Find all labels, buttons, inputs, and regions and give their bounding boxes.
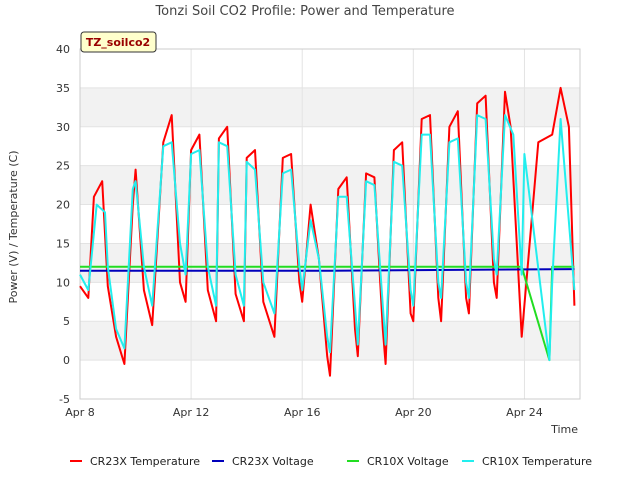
series-line-1 xyxy=(80,268,575,272)
y-tick-label: 10 xyxy=(56,276,70,289)
x-tick-label: Apr 24 xyxy=(506,406,543,419)
site-label-text: TZ_soilco2 xyxy=(86,36,150,49)
legend-label: CR10X Voltage xyxy=(367,455,449,468)
y-axis-label: Power (V) / Temperature (C) xyxy=(7,150,20,303)
plot-band xyxy=(80,87,580,127)
x-tick-label: Apr 20 xyxy=(395,406,432,419)
series-lines xyxy=(79,86,576,377)
y-tick-label: 35 xyxy=(56,82,70,95)
y-tick-label: 5 xyxy=(63,315,70,328)
x-tick-label: Apr 12 xyxy=(173,406,210,419)
y-tick-label: 30 xyxy=(56,121,70,134)
series-line-3 xyxy=(79,114,576,362)
y-tick-label: 25 xyxy=(56,160,70,173)
y-tick-label: 0 xyxy=(63,354,70,367)
site-label: TZ_soilco2 xyxy=(80,31,157,53)
plot-band xyxy=(80,165,580,205)
legend-label: CR10X Temperature xyxy=(482,455,592,468)
legend: CR23X Temperature CR23X Voltage CR10X Volt… xyxy=(70,455,592,468)
x-tick-label: Apr 8 xyxy=(65,406,95,419)
chart-title: Tonzi Soil CO2 Profile: Power and Temper… xyxy=(154,4,454,19)
legend-label: CR23X Voltage xyxy=(232,455,314,468)
y-tick-label: 15 xyxy=(56,237,70,250)
plot-border xyxy=(79,48,581,400)
y-tick-label: -5 xyxy=(59,393,70,406)
series-line-0 xyxy=(79,86,576,377)
y-tick-label: 40 xyxy=(56,43,70,56)
y-tick-label: 20 xyxy=(56,199,70,212)
x-tick-label: Apr 16 xyxy=(284,406,321,419)
x-ticks: Apr 8 Apr 12 Apr 16 Apr 20 Apr 24 xyxy=(65,406,542,419)
x-axis-label: Time xyxy=(550,423,578,436)
site-label-box xyxy=(80,31,157,53)
legend-label: CR23X Temperature xyxy=(90,455,200,468)
y-ticks: -5 0 5 10 15 20 25 30 35 40 xyxy=(56,43,70,406)
